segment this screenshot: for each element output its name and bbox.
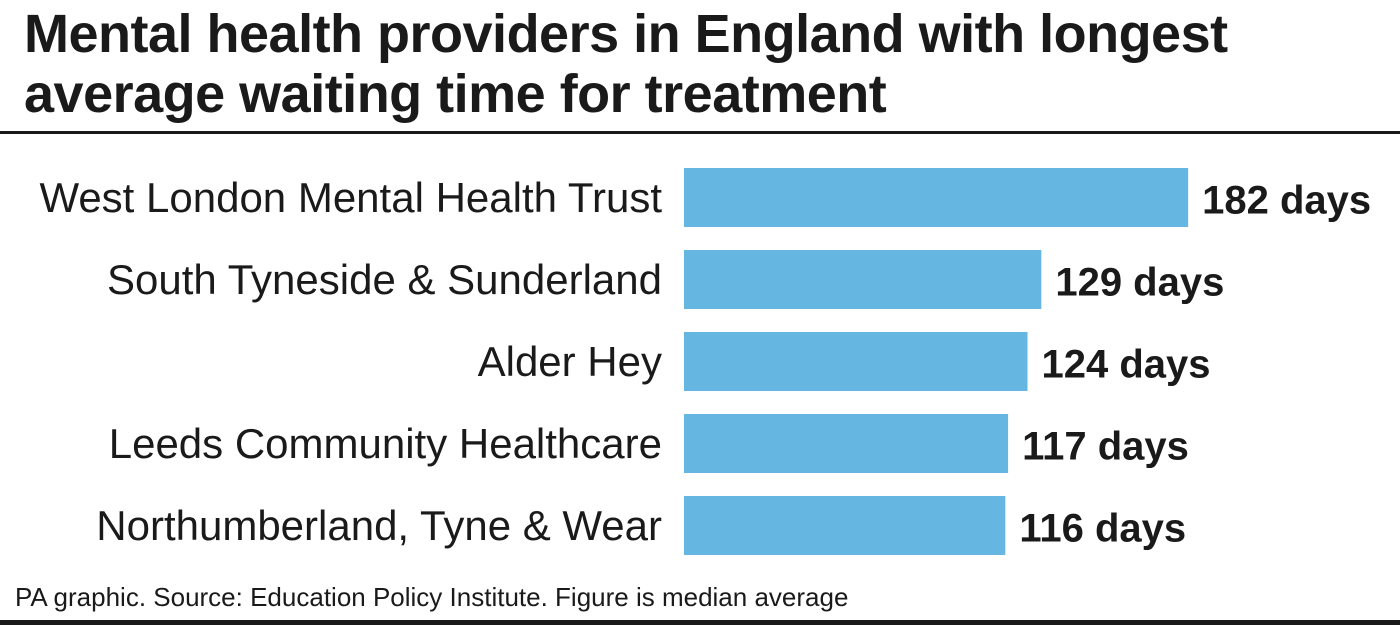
bar-chart: West London Mental Health Trust 182 days S… [39,168,1371,555]
category-label: Northumberland, Tyne & Wear [96,502,662,549]
value-label: 124 days [1041,343,1210,387]
source-note: PA graphic. Source: Education Policy Ins… [15,582,849,612]
category-label: West London Mental Health Trust [39,174,662,221]
category-label: South Tyneside & Sunderland [107,256,662,303]
value-label: 117 days [1022,425,1189,469]
value-label: 116 days [1019,507,1186,551]
bottom-rule [0,620,1400,625]
bar-0 [684,168,1189,227]
title-divider [0,131,1400,134]
bar-2 [684,332,1028,391]
bar-3 [684,414,1009,473]
bar-4 [684,496,1006,555]
category-label: Alder Hey [478,338,662,385]
value-label: 182 days [1202,179,1371,223]
chart-title: Mental health providers in England with … [24,4,1228,124]
value-label: 129 days [1055,261,1224,305]
category-label: Leeds Community Healthcare [109,420,662,467]
bar-1 [684,250,1042,309]
